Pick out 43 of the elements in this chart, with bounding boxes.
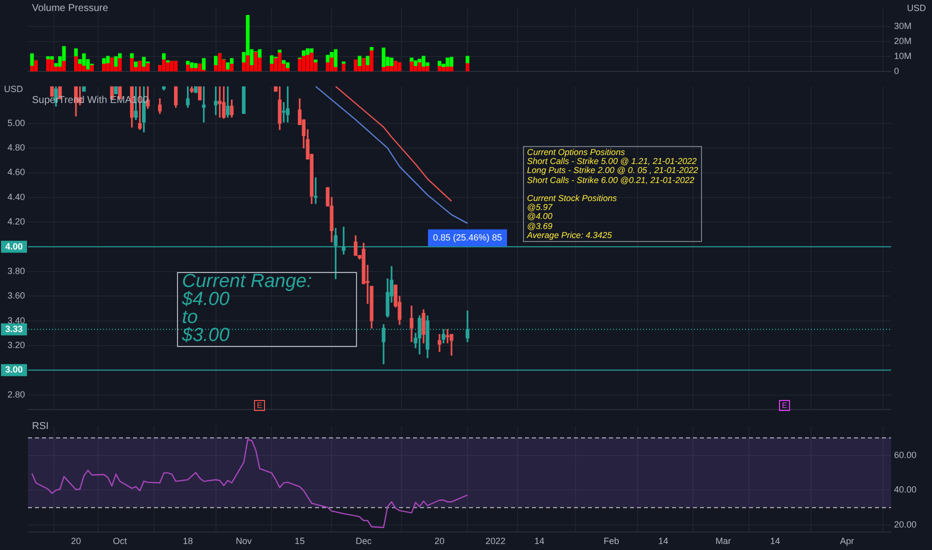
x-tick-label: 20 [434, 536, 445, 546]
x-tick-label: 14 [658, 536, 668, 546]
y-tick-label: 3.80 [7, 266, 25, 276]
y-tick-label: 3.20 [7, 340, 25, 350]
y-tick-label: 3.60 [7, 290, 25, 301]
annotation: 0.85 (25.46%) 85 [432, 232, 502, 242]
y-tick-label: 4.60 [7, 167, 25, 178]
chart-title: Volume Pressure [32, 3, 108, 14]
annotation: E [779, 400, 790, 411]
ref-line-label: 4.00 [5, 241, 23, 252]
annotation: E [254, 400, 265, 411]
y-tick-label: 4.20 [7, 216, 25, 227]
x-tick-label: 2022 [485, 536, 506, 546]
y-tick-label: 0 [894, 66, 900, 76]
ref-line-label: 3.33 [5, 324, 23, 334]
y-tick-label: 4.80 [7, 142, 25, 153]
chart-title: RSI [32, 421, 49, 432]
x-tick-label: Feb [604, 536, 620, 546]
annotation: Current Range: $4.00 to $3.00 [177, 271, 357, 347]
y-tick-label: 30M [894, 20, 912, 31]
y-tick-label: 40.00 [894, 484, 917, 495]
x-tick-label: Oct [112, 536, 128, 546]
y-tick-label: 20M [894, 36, 912, 46]
x-tick-label: Mar [715, 536, 731, 546]
y-tick-label: 4.40 [7, 192, 25, 202]
x-tick-label: Nov [236, 536, 252, 546]
y-axis-title: USD [906, 3, 926, 13]
x-tick-label: 14 [534, 536, 544, 546]
y-tick-label: 20.00 [894, 520, 917, 530]
x-tick-label: 20 [70, 536, 81, 546]
y-tick-label: 2.80 [7, 389, 25, 400]
x-tick-label: 14 [770, 536, 780, 546]
text: Current Options Positions Short Calls - Strike 5.00 @ 1.21, 21-01-2022 Long Puts - Strike 2.00 @ 0. 05 , 21-01-2022 Short Calls - Strike 6.00 @0.21, 21-01-2022 Current Stock Positions @5.97 @4.00 @3.69 Average Price: 4.3425 [527, 147, 698, 240]
x-tick-label: Dec [356, 536, 372, 546]
x-tick-label: 15 [294, 536, 305, 546]
y-axis-title: USD [4, 84, 24, 94]
y-tick-label: 60.00 [894, 450, 917, 460]
x-tick-label: 18 [182, 536, 193, 546]
y-tick-label: 3.40 [7, 315, 25, 326]
x-tick-label: Apr [840, 536, 854, 546]
y-tick-label: 10M [894, 51, 912, 62]
ref-line-label: 3.00 [5, 364, 23, 375]
y-tick-label: 5.00 [7, 118, 25, 128]
